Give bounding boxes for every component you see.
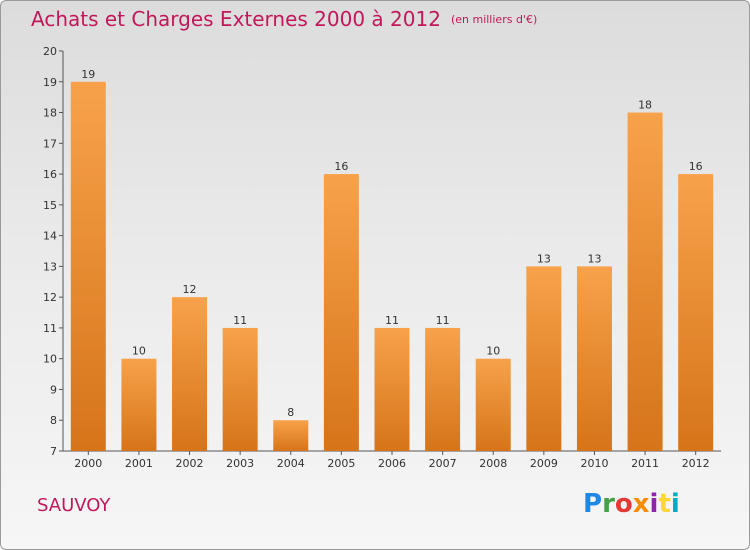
x-tick-label-2001: 2001 xyxy=(125,457,153,470)
data-label-2002: 12 xyxy=(183,283,197,296)
y-tick-label: 15 xyxy=(43,199,57,212)
bar-2000 xyxy=(70,81,106,452)
logo-letter: i xyxy=(670,489,680,519)
x-tick-label-2007: 2007 xyxy=(429,457,457,470)
x-tick-label-2002: 2002 xyxy=(176,457,204,470)
bar-2004 xyxy=(273,420,309,451)
bar-series: 19 10 12 11 8 16 11 11 10 13 13 18 16 xyxy=(70,68,714,452)
y-tick-label: 10 xyxy=(43,353,57,366)
y-tick-label: 8 xyxy=(50,414,57,427)
data-label-2000: 19 xyxy=(81,68,95,81)
x-tick-label-2006: 2006 xyxy=(378,457,406,470)
logo-letter: P xyxy=(583,489,603,519)
x-tick-label-2012: 2012 xyxy=(682,457,710,470)
data-label-2001: 10 xyxy=(132,345,146,358)
logo-letter: o xyxy=(614,489,633,519)
bar-2011 xyxy=(627,112,663,452)
x-tick-label-2011: 2011 xyxy=(631,457,659,470)
data-label-2009: 13 xyxy=(537,252,551,265)
bar-2002 xyxy=(172,297,208,451)
chart-title-text: Achats et Charges Externes 2000 à 2012 xyxy=(31,7,441,31)
y-tick-label: 14 xyxy=(43,230,57,243)
y-tick-label: 11 xyxy=(43,322,57,335)
bar-2003 xyxy=(222,327,258,451)
y-axis: 7 8 9 10 11 12 13 14 15 16 17 18 19 20 xyxy=(43,45,64,458)
x-axis: 2000 2001 2002 2003 2004 2005 2006 2007 2008 2009… xyxy=(63,450,721,470)
data-label-2012: 16 xyxy=(689,160,703,173)
data-label-2008: 10 xyxy=(486,345,500,358)
data-label-2004: 8 xyxy=(287,406,294,419)
logo-letter: r xyxy=(602,489,615,519)
bar-2007 xyxy=(425,327,461,451)
data-label-2011: 18 xyxy=(638,99,652,112)
y-tick-label: 19 xyxy=(43,76,57,89)
data-label-2003: 11 xyxy=(233,314,247,327)
logo-letter: t xyxy=(658,489,671,519)
place-name: SAUVOY xyxy=(37,495,111,516)
bar-2006 xyxy=(374,327,410,451)
y-tick-label: 7 xyxy=(50,445,57,458)
x-tick-label-2010: 2010 xyxy=(580,457,608,470)
bar-2010 xyxy=(576,266,612,451)
y-tick-label: 16 xyxy=(43,168,57,181)
y-tick-label: 13 xyxy=(43,260,57,273)
proxiti-logo: Proxiti xyxy=(583,489,680,519)
chart-title: Achats et Charges Externes 2000 à 2012 (e… xyxy=(31,7,537,31)
y-tick-label: 18 xyxy=(43,107,57,120)
y-tick-label: 12 xyxy=(43,291,57,304)
x-tick-label-2004: 2004 xyxy=(277,457,305,470)
data-label-2006: 11 xyxy=(385,314,399,327)
x-tick-label-2005: 2005 xyxy=(327,457,355,470)
x-tick-label-2008: 2008 xyxy=(479,457,507,470)
y-tick-label: 20 xyxy=(43,45,57,58)
y-tick-label: 17 xyxy=(43,137,57,150)
logo-letter: x xyxy=(632,489,650,519)
data-label-2007: 11 xyxy=(436,314,450,327)
x-tick-label-2000: 2000 xyxy=(74,457,102,470)
bar-2005 xyxy=(323,174,359,452)
data-label-2010: 13 xyxy=(587,252,601,265)
x-tick-label-2003: 2003 xyxy=(226,457,254,470)
data-label-2005: 16 xyxy=(334,160,348,173)
x-tick-label-2009: 2009 xyxy=(530,457,558,470)
bar-2012 xyxy=(678,174,714,452)
bar-2009 xyxy=(526,266,562,451)
y-tick-label: 9 xyxy=(50,383,57,396)
bar-2001 xyxy=(121,358,157,451)
bar-2008 xyxy=(475,358,511,451)
logo-letter: i xyxy=(649,489,659,519)
chart-unit: (en milliers d'€) xyxy=(450,13,538,26)
